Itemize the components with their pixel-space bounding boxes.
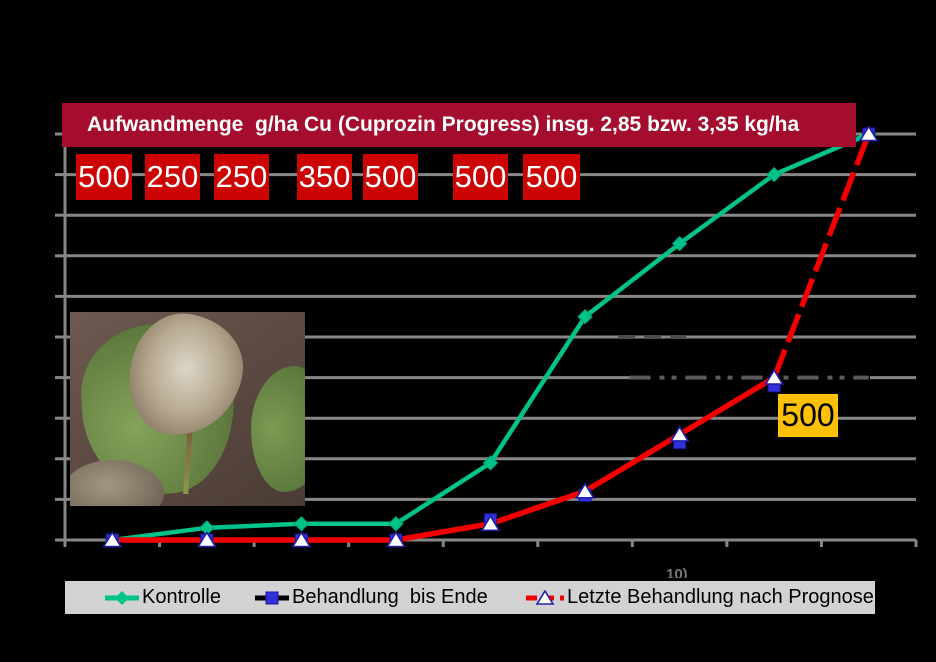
- dose-box: 500: [453, 154, 508, 200]
- dose-box: 500: [76, 154, 132, 200]
- dose-box: 500: [523, 154, 580, 200]
- legend-label: Kontrolle: [142, 586, 221, 608]
- legend-item-behandlung-bis-ende: Behandlung bis Ende: [255, 581, 488, 614]
- dose-box: 250: [214, 154, 269, 200]
- diamond-marker-icon: [105, 590, 139, 605]
- square-marker-icon: [255, 591, 289, 604]
- leaf-photo: [70, 312, 305, 506]
- dose-callout-500: 500: [778, 394, 838, 437]
- legend-item-letzte-behandlung: Letzte Behandlung nach Prognose: [526, 581, 874, 614]
- legend-label: Behandlung bis Ende: [292, 586, 488, 608]
- legend-label: Letzte Behandlung nach Prognose: [567, 586, 874, 608]
- title-banner: Aufwandmenge g/ha Cu (Cuprozin Progress)…: [62, 103, 856, 147]
- chart-legend: Kontrolle Behandlung bis Ende Letzte Beh…: [65, 581, 875, 614]
- legend-item-kontrolle: Kontrolle: [105, 581, 221, 614]
- dose-box: 500: [363, 154, 418, 200]
- dose-box: 350: [297, 154, 352, 200]
- dose-box: 250: [145, 154, 200, 200]
- triangle-marker-icon: [526, 589, 564, 605]
- leaf-right-shape: [251, 366, 305, 492]
- axis-text-fragment: 10): [666, 567, 688, 578]
